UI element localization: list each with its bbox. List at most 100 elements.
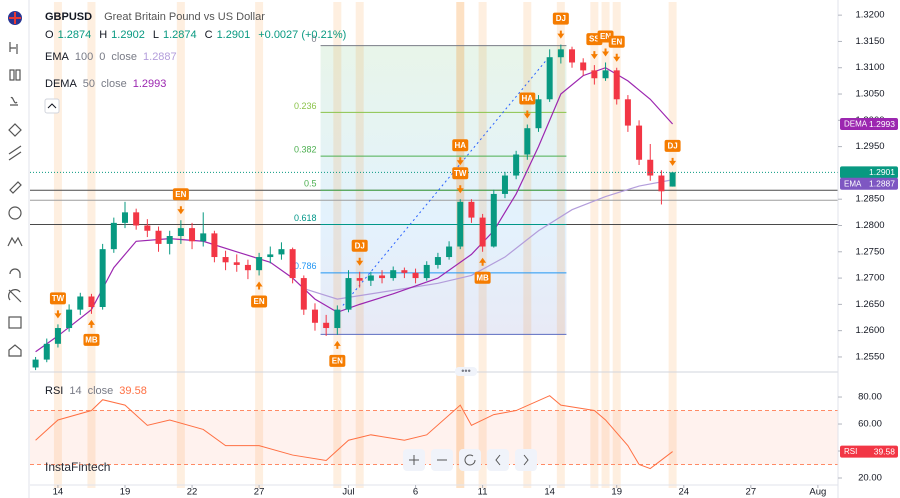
candle-body <box>54 328 61 344</box>
signal-arrow <box>456 185 464 194</box>
x-tick-label: 11 <box>478 487 488 498</box>
watermark: InstaFintech <box>45 460 110 474</box>
tool-icon[interactable] <box>9 181 22 194</box>
rsi-badge-name: RSI <box>844 447 857 456</box>
candle-body <box>345 278 352 310</box>
candle-body <box>233 262 240 265</box>
signal-label: TW <box>52 294 65 303</box>
tool-icon[interactable] <box>7 236 23 247</box>
candle-body <box>155 230 162 244</box>
signal-label: EN <box>175 190 186 199</box>
zoom-controls[interactable] <box>403 449 537 471</box>
x-tick-label: 19 <box>120 487 131 498</box>
collapse-icon[interactable] <box>47 103 57 109</box>
scroll-right-button[interactable] <box>515 449 537 471</box>
fib-label: 0 <box>312 34 317 44</box>
candle-body <box>267 254 274 258</box>
y-tick-label: 1.2750 <box>855 246 884 257</box>
tool-icon[interactable] <box>8 344 22 357</box>
y-tick-label: 1.2950 <box>855 141 884 152</box>
ohlc-value: 1.2874 <box>163 29 197 41</box>
signal-band <box>523 2 532 488</box>
tool-icon[interactable] <box>10 96 18 106</box>
scroll-left-icon[interactable] <box>495 454 501 466</box>
x-tick-label: 27 <box>254 487 265 498</box>
flag-cross <box>9 12 21 24</box>
candle-body <box>177 228 184 237</box>
rsi-y-tick-label: 20.00 <box>858 473 882 484</box>
fib-label: 0.5 <box>304 179 317 189</box>
signal-label: EN <box>254 297 265 306</box>
candle-body <box>524 128 531 155</box>
candle-body <box>200 233 207 242</box>
indicator-name: RSI <box>45 385 63 397</box>
dema-badge-name: DEMA <box>844 120 868 129</box>
fib-label: 0.382 <box>294 144 317 154</box>
candle-body <box>77 296 84 310</box>
tool-icon[interactable] <box>9 268 21 278</box>
reset-icon[interactable] <box>464 454 476 466</box>
signal-arrow <box>557 30 565 39</box>
scroll-right-icon[interactable] <box>523 454 529 466</box>
signal-marker <box>172 188 189 201</box>
indicator-name: EMA <box>45 51 70 63</box>
signal-label: MB <box>476 273 489 282</box>
candle-body <box>591 70 598 79</box>
candle-body <box>636 125 643 160</box>
candle-body <box>580 62 587 71</box>
candle-body <box>446 246 453 258</box>
signal-band <box>53 2 62 488</box>
price-badge <box>840 166 898 179</box>
tool-icon[interactable] <box>8 316 22 329</box>
tool-icon[interactable] <box>9 69 15 81</box>
ohlc-label: H <box>99 29 107 41</box>
candle-body <box>423 264 430 279</box>
candle-body <box>88 296 95 307</box>
candle-body <box>211 233 218 258</box>
reset-button[interactable] <box>459 449 481 471</box>
signal-arrow <box>54 310 62 319</box>
candle-body <box>557 49 564 58</box>
tool-icon[interactable] <box>8 123 22 137</box>
signal-marker <box>608 35 625 48</box>
collapse-button[interactable] <box>44 98 60 114</box>
signal-marker <box>49 292 66 305</box>
x-tick-label: 24 <box>678 487 689 498</box>
ohlc-value: 1.2902 <box>111 29 145 41</box>
tool-icon[interactable] <box>8 145 22 161</box>
candle-body <box>278 249 285 255</box>
candle-body <box>311 309 318 323</box>
rsi-badge-value: 39.58 <box>874 446 896 456</box>
scroll-left-button[interactable] <box>487 449 509 471</box>
tool-icon[interactable] <box>8 289 22 303</box>
zoom-in-icon[interactable] <box>409 455 419 465</box>
signal-label: EN <box>600 32 611 41</box>
pane-handle[interactable] <box>455 367 477 376</box>
indicator-param: 100 <box>75 51 93 63</box>
candle-body <box>367 275 374 281</box>
candle-body <box>256 257 263 271</box>
pane-handle-dots[interactable]: ••• <box>461 366 470 376</box>
signal-marker <box>329 354 346 367</box>
x-tick-label: 14 <box>544 487 555 498</box>
candle-body <box>222 257 229 263</box>
ema-badge <box>840 177 898 190</box>
candle-body <box>624 99 631 126</box>
signal-label: DJ <box>667 141 677 150</box>
symbol-description: Great Britain Pound vs US Dollar <box>104 11 265 23</box>
candle-body <box>468 201 475 218</box>
tool-icons[interactable] <box>7 42 23 357</box>
candle-body <box>613 70 620 100</box>
signal-arrow <box>479 257 487 266</box>
tool-icon[interactable] <box>9 42 18 54</box>
y-tick-label: 1.2800 <box>855 220 884 231</box>
tool-icon[interactable] <box>15 69 21 81</box>
candle-body <box>457 201 464 247</box>
tool-icon[interactable] <box>8 206 22 220</box>
signal-arrow <box>602 48 610 57</box>
candle-body <box>189 228 196 242</box>
symbol: GBPUSD <box>45 11 92 23</box>
signal-arrow <box>590 51 598 60</box>
indicator-name: DEMA <box>45 78 77 90</box>
signal-arrow <box>255 281 263 290</box>
